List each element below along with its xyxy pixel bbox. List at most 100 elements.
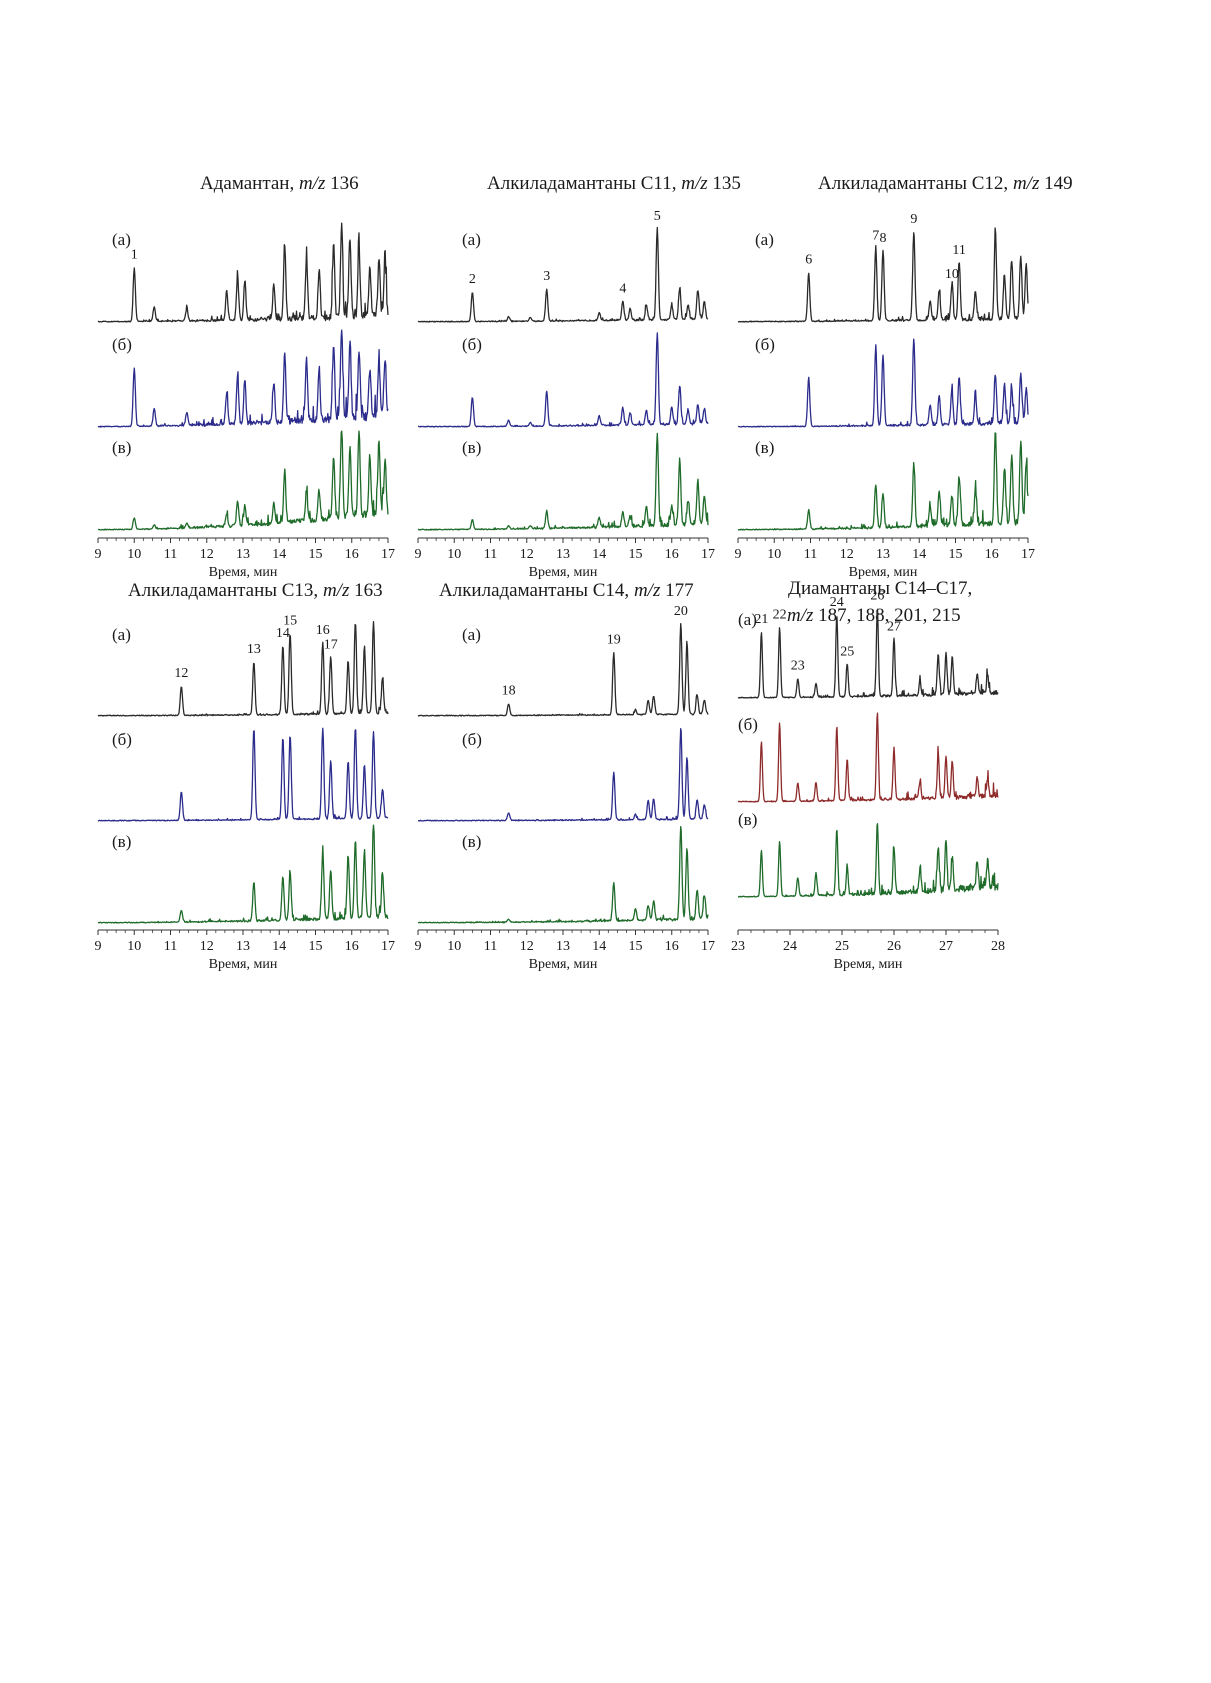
x-tick-label: 12	[520, 939, 534, 954]
peak-label: 15	[283, 613, 297, 628]
panel-title: Алкиладамантаны C11, m/z 135	[487, 173, 741, 194]
x-axis-label: Время, мин	[209, 565, 278, 580]
panel-title-part: 149	[1039, 173, 1072, 194]
panel-title-line2-part: m/z	[787, 605, 814, 626]
trace-line	[417, 432, 709, 531]
x-tick-label: 10	[127, 547, 141, 562]
x-tick-label: 15	[309, 939, 323, 954]
panel-p3: Алкиладамантаны C12, m/z 149(а)67 891011(…	[735, 173, 1073, 580]
x-tick-label: 11	[484, 547, 497, 562]
peak-label: 8	[880, 231, 887, 246]
panel-p4: Алкиладамантаны C13, m/z 163(а)121314151…	[95, 580, 396, 972]
trace-label: (в)	[755, 438, 774, 457]
x-tick-label: 9	[95, 939, 102, 954]
peak-label: 7	[872, 228, 879, 243]
trace-line	[97, 222, 389, 323]
peak-label: 12	[174, 666, 188, 681]
panel-p2: Алкиладамантаны C11, m/z 135 (а) 2 3 4 5 (б) (в…	[415, 173, 741, 580]
x-tick-label: 13	[236, 939, 250, 954]
x-tick-label: 15	[949, 547, 963, 562]
panel-title-part: Диамантаны C14–C17,	[788, 578, 972, 599]
peak-label: 9	[910, 212, 917, 227]
x-tick-label: 23	[731, 939, 745, 954]
peak-label: 23	[791, 658, 805, 673]
peak-label: 17	[324, 637, 338, 652]
trace-label: (а)	[462, 625, 481, 644]
x-tick-label: 9	[735, 547, 742, 562]
x-tick-label: 17	[701, 547, 715, 562]
panel-title-part: 177	[660, 580, 693, 601]
peak-label: 20	[674, 604, 688, 619]
x-tick-label: 15	[629, 939, 643, 954]
trace-line	[97, 329, 389, 428]
x-tick-label: 17	[701, 939, 715, 954]
peak-label: 10	[945, 267, 959, 282]
trace-line	[737, 338, 1029, 428]
x-tick-label: 26	[887, 939, 901, 954]
peak-label: 25	[840, 644, 854, 659]
panel-title-part: Алкиладамантаны C13,	[128, 580, 323, 601]
x-axis-label: Время, мин	[529, 565, 598, 580]
panel-title-part: 163	[349, 580, 382, 601]
trace-label: (а)	[462, 230, 481, 249]
trace-label: (а)	[112, 625, 131, 644]
x-tick-label: 15	[629, 547, 643, 562]
x-tick-label: 12	[520, 547, 534, 562]
trace-line	[97, 824, 389, 924]
panel-p6: Диамантаны C14–C17, m/z 187, 188, 201, 21…	[731, 578, 1005, 972]
peak-label: 14	[276, 626, 290, 641]
x-tick-label: 12	[200, 547, 214, 562]
peak-label: 21	[754, 612, 768, 627]
panel-p5: Алкиладамантаны C14, m/z 177 (а) 18 19 20 (б)…	[415, 580, 716, 972]
x-tick-label: 17	[1021, 547, 1035, 562]
trace-line	[737, 432, 1029, 531]
x-tick-label: 9	[95, 547, 102, 562]
peak-label: 11	[952, 243, 965, 258]
panel-title: Диамантаны C14–C17,	[788, 578, 972, 599]
trace-line	[417, 226, 709, 323]
x-tick-label: 16	[345, 939, 359, 954]
x-tick-label: 17	[381, 547, 395, 562]
trace-label: (в)	[738, 810, 757, 829]
trace-line	[737, 608, 999, 699]
trace-label: (б)	[112, 730, 132, 749]
x-tick-label: 14	[592, 547, 606, 562]
x-tick-label: 9	[415, 547, 422, 562]
panel-title: Адамантан, m/z 136	[200, 173, 359, 194]
panel-title-part: 135	[708, 173, 741, 194]
trace-line	[97, 727, 389, 822]
x-tick-label: 15	[309, 547, 323, 562]
x-axis-label: Время, мин	[529, 957, 598, 972]
x-tick-label: 14	[272, 547, 286, 562]
peak-label: 24	[830, 595, 844, 610]
peak-label: 6	[805, 253, 812, 268]
trace-label: (б)	[738, 715, 758, 734]
peak-label: 27	[887, 619, 901, 634]
x-tick-label: 11	[804, 547, 817, 562]
x-tick-label: 10	[447, 547, 461, 562]
peak-label: 26	[870, 589, 884, 604]
panel-title-line2-part: 187, 188, 201, 215	[813, 605, 960, 626]
x-tick-label: 11	[484, 939, 497, 954]
x-tick-label: 27	[939, 939, 953, 954]
trace-line	[97, 620, 389, 717]
x-axis-label: Время, мин	[834, 957, 903, 972]
x-tick-label: 14	[272, 939, 286, 954]
panel-title-part: Адамантан,	[200, 173, 299, 194]
trace-line	[417, 825, 709, 924]
x-tick-label: 17	[381, 939, 395, 954]
trace-label: (б)	[462, 730, 482, 749]
panel-title-part: m/z	[681, 173, 708, 194]
panel-title-part: Алкиладамантаны C14,	[439, 580, 634, 601]
x-axis-label: Время, мин	[209, 957, 278, 972]
trace-label: (в)	[462, 832, 481, 851]
x-tick-label: 13	[556, 547, 570, 562]
peak-label: 19	[607, 633, 621, 648]
peak-label: 3	[543, 269, 550, 284]
trace-label: (в)	[462, 438, 481, 457]
trace-label: (а)	[755, 230, 774, 249]
peak-label: 2	[469, 272, 476, 287]
trace-label: (а)	[112, 230, 131, 249]
x-tick-label: 10	[447, 939, 461, 954]
